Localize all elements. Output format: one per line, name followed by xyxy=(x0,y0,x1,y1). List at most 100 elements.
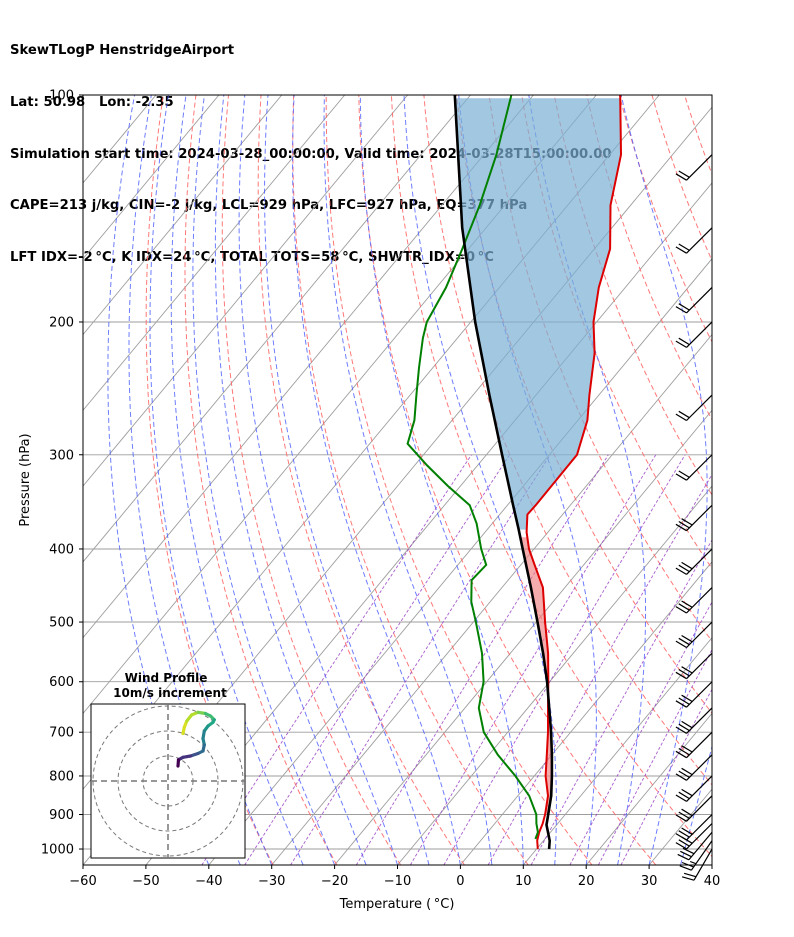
isotherm-line xyxy=(83,95,534,639)
wind-barb-flag xyxy=(681,720,693,729)
dry-adiabat xyxy=(521,95,712,570)
wind-barb xyxy=(675,287,713,314)
mixing-ratio-line xyxy=(410,454,657,865)
y-tick-label: 800 xyxy=(49,769,74,784)
wind-barb xyxy=(675,775,713,802)
wind-barb-flag xyxy=(678,603,690,611)
moist-adiabat xyxy=(263,95,430,865)
y-tick-label: 500 xyxy=(49,616,74,631)
dry-adiabat xyxy=(586,95,712,421)
wind-barb-flag xyxy=(678,747,690,756)
isotherm-line xyxy=(83,95,220,260)
wind-barb-flag xyxy=(681,518,693,526)
wind-barb-flag xyxy=(678,668,690,677)
dry-adiabat xyxy=(325,95,593,865)
x-tick-label: −20 xyxy=(321,874,348,889)
wind-barb-flag xyxy=(678,830,690,838)
isotherm-line xyxy=(775,95,794,865)
wind-barb-flag xyxy=(675,413,687,422)
dry-adiabat xyxy=(221,95,402,865)
wind-barb xyxy=(675,454,713,481)
dry-adiabat xyxy=(292,95,529,865)
moist-adiabat xyxy=(528,95,646,865)
x-tick-label: −60 xyxy=(69,874,96,889)
dry-adiabat xyxy=(390,95,712,858)
y-tick-label: 300 xyxy=(49,448,74,463)
wind-barb-staff xyxy=(686,587,713,614)
wind-barb xyxy=(677,831,713,861)
wind-barb-staff xyxy=(686,707,713,734)
wind-barb-flag xyxy=(675,726,687,734)
isotherm-line xyxy=(83,95,346,412)
wind-barb-staff xyxy=(686,754,713,781)
wind-barb xyxy=(675,814,713,841)
wind-barb-flag xyxy=(675,814,687,822)
hodograph-title: Wind Profile xyxy=(125,671,208,685)
wind-barb-flag xyxy=(681,827,693,835)
mixing-ratio-line xyxy=(487,473,712,865)
dry-adiabat xyxy=(618,95,712,343)
wind-barb-staff xyxy=(686,287,713,314)
mixing-ratio-line xyxy=(201,454,472,865)
y-tick-label: 700 xyxy=(49,726,74,741)
wind-barb-flag xyxy=(678,839,690,847)
moist-adiabat xyxy=(192,95,336,865)
moist-adiabat xyxy=(403,95,557,865)
moist-adiabat xyxy=(680,744,712,865)
wind-barb-flag xyxy=(675,842,687,850)
moist-adiabat xyxy=(170,95,304,865)
wind-barb xyxy=(675,707,713,734)
wind-barb-flag xyxy=(675,773,687,781)
moist-adiabat xyxy=(323,95,493,865)
wind-barb-flag xyxy=(681,745,693,753)
axes: −60 −50 −40 −30 −20 −10 0 10 20 30 40 100 200 300 400 5… xyxy=(41,89,720,890)
wind-barb xyxy=(675,321,713,348)
dry-adiabat xyxy=(782,95,794,865)
wind-barb-staff xyxy=(686,621,713,648)
mixing-ratio-line xyxy=(443,454,686,865)
profile-lines xyxy=(406,95,623,850)
dewpoint-profile-line xyxy=(406,95,539,840)
wind-barb-staff xyxy=(686,814,713,841)
isotherm-line xyxy=(334,409,712,865)
wind-barb-flag xyxy=(675,750,687,759)
wind-barb xyxy=(675,681,713,708)
wind-barb-flag xyxy=(678,811,690,819)
isotherm-line xyxy=(522,636,712,865)
y-tick-label: 600 xyxy=(49,675,74,690)
wind-barb-flag xyxy=(678,243,690,251)
wind-barb-staff xyxy=(686,775,713,802)
dry-adiabat xyxy=(358,95,657,865)
wind-barb xyxy=(675,731,713,759)
x-tick-label: 10 xyxy=(515,874,532,889)
y-tick-label: 400 xyxy=(49,542,74,557)
temperature-profile-line xyxy=(525,95,623,850)
wind-barb-flag xyxy=(678,637,690,646)
chart-title: SkewTLogP HenstridgeAirport xyxy=(10,43,235,59)
mixing-ratio-line xyxy=(598,648,712,865)
x-tick-label: 0 xyxy=(456,874,464,889)
wind-barb-staff xyxy=(686,227,713,254)
wind-barb-flag xyxy=(675,246,687,254)
dry-adiabat xyxy=(750,95,794,865)
wind-barb-flag xyxy=(681,808,693,817)
wind-barb-flag xyxy=(675,671,687,680)
isotherm-line xyxy=(83,95,471,563)
mixing-ratio-line xyxy=(569,601,712,865)
moist-adiabat xyxy=(292,95,461,865)
wind-barb-staff xyxy=(686,504,713,532)
mixing-ratio-line xyxy=(290,454,551,865)
mixing-ratio-line xyxy=(530,539,712,865)
wind-barb-flag xyxy=(681,634,693,643)
dry-adiabat xyxy=(717,95,794,865)
moist-adiabat xyxy=(149,95,273,865)
wind-barb-flag xyxy=(682,847,695,855)
wind-barb-flag xyxy=(678,470,690,478)
wind-barb-flag xyxy=(675,567,687,575)
background-lines xyxy=(83,95,794,865)
wind-barb xyxy=(675,154,713,181)
wind-barb-flag xyxy=(678,337,690,346)
wind-barb-flag xyxy=(678,170,690,178)
wind-barb-staff xyxy=(686,652,713,680)
wind-barb xyxy=(679,840,713,871)
